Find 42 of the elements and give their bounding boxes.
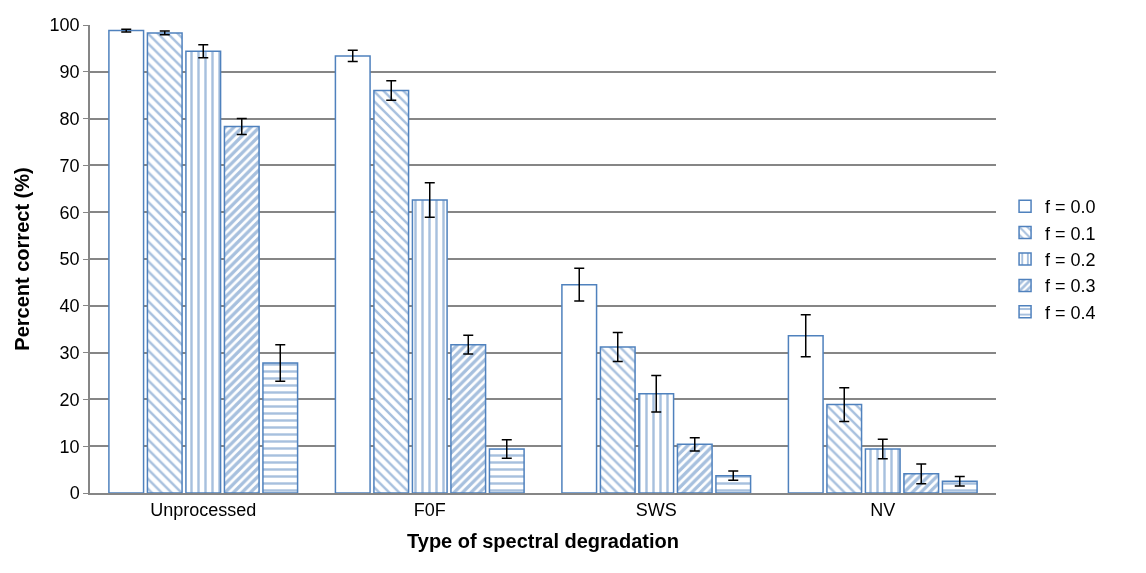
bar (373, 89, 410, 493)
bar (864, 448, 901, 493)
x-tick-label: F0F (413, 500, 446, 521)
y-tick-label: 80 (59, 108, 80, 129)
bar (223, 125, 260, 493)
bar (450, 343, 487, 493)
bar (334, 55, 371, 493)
bar (488, 448, 525, 493)
bar (108, 29, 145, 493)
y-tick-label: 0 (69, 483, 80, 504)
y-tick-label: 20 (59, 389, 80, 410)
y-tick-label: 100 (49, 15, 80, 36)
bar (411, 199, 448, 493)
y-tick-label: 40 (59, 296, 80, 317)
bar (638, 393, 675, 493)
x-tick-label: Unprocessed (150, 500, 257, 521)
y-tick-label: 50 (59, 249, 80, 270)
y-tick-label: 90 (59, 62, 80, 83)
bar (787, 335, 824, 493)
bar (185, 50, 222, 493)
text: f = 0.2 (1045, 250, 1096, 271)
bar (903, 473, 940, 493)
bar (676, 443, 713, 493)
y-tick-label: 10 (59, 436, 80, 457)
x-tick-label: SWS (635, 500, 677, 521)
text: f = 0.3 (1045, 276, 1096, 297)
text: f = 0.4 (1045, 302, 1096, 323)
y-tick-label: 30 (59, 342, 80, 363)
x-axis-title: Type of spectral degradation (407, 530, 679, 553)
bar (826, 403, 863, 493)
y-tick-label: 70 (59, 155, 80, 176)
bar (599, 346, 636, 493)
y-axis-title: Percent correct (%) (10, 167, 33, 351)
bar (941, 480, 978, 493)
text: f = 0.1 (1045, 223, 1096, 244)
bar (715, 474, 752, 493)
bar (146, 32, 183, 493)
y-tick-label: 60 (59, 202, 80, 223)
bar (262, 362, 299, 493)
bar (561, 283, 598, 493)
legend-label: f = 0.0 (1045, 197, 1096, 218)
x-tick-label: NV (870, 500, 896, 521)
